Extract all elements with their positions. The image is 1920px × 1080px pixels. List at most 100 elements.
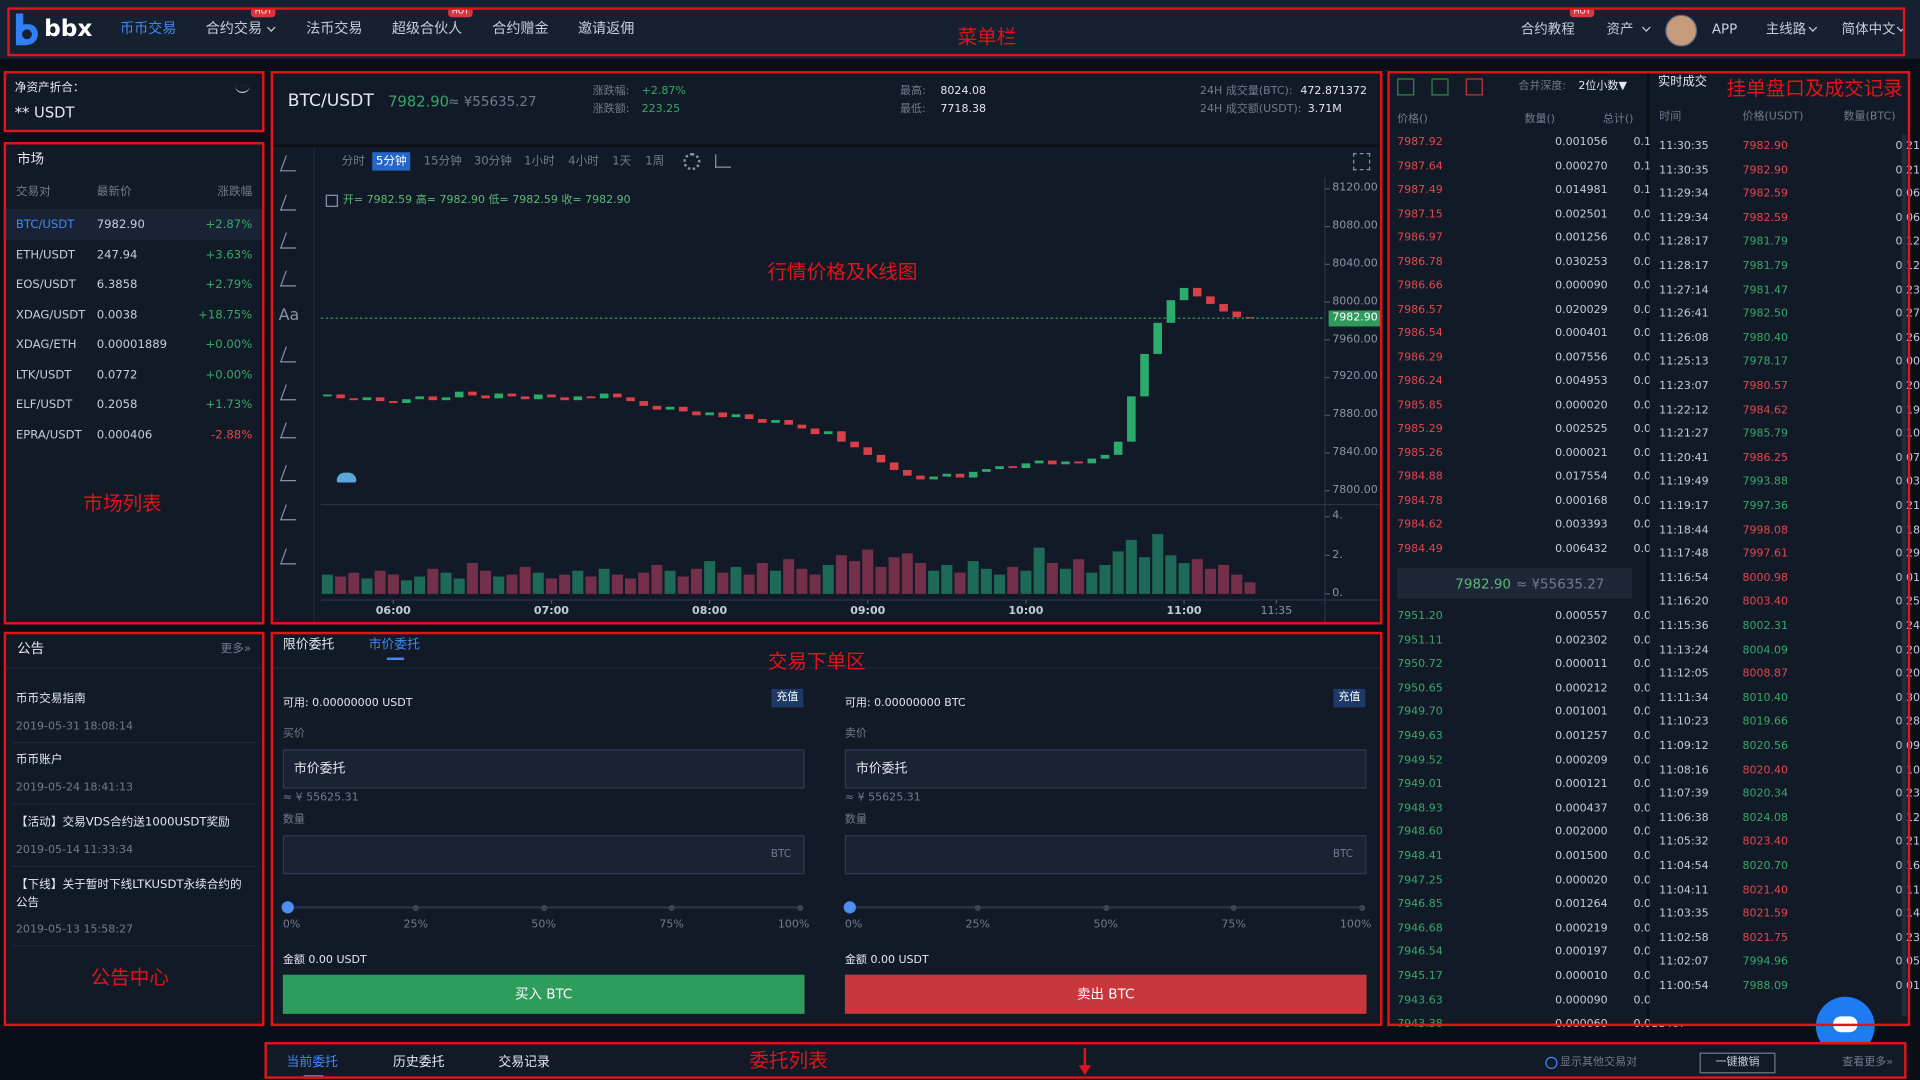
percent-label: 75% [659,919,684,932]
volume-bar [677,576,689,594]
candle-body [903,469,912,476]
deposit-button[interactable]: 充值 [771,688,804,708]
submit-button-text[interactable]: 卖出 BTC [1077,986,1135,1003]
candle-body [323,394,332,397]
candle-body [731,414,741,418]
trade-time: 11:02:58 [1659,932,1709,945]
bottom-tab[interactable]: 历史委托 [393,1055,445,1070]
notice-title[interactable]: 【活动】交易VDS合约送1000USDT奖励 [15,815,230,830]
depth-mode-icon[interactable] [1431,78,1449,96]
depth-mode-icon[interactable] [1465,78,1483,96]
notice-title[interactable]: 币币交易指南 [15,692,86,706]
slider-dot[interactable] [281,901,294,914]
submit-button[interactable] [844,974,1367,1014]
volume-bar [1020,570,1032,594]
notice-title[interactable]: 币币账户 [15,753,63,767]
slider-dot[interactable] [540,904,547,911]
order-tab[interactable]: 市价委托 [368,637,420,653]
x-tick-label: 10:00 [1008,605,1044,618]
nav-right-item[interactable]: 简体中文 [1841,21,1896,38]
x-tick-label: 06:00 [375,605,411,618]
bid-amount: 0.000437 [1555,802,1608,815]
slider-dot[interactable] [1358,904,1365,911]
volume-bar [335,576,347,594]
text: 时间 [1659,110,1682,124]
volume-bar [1007,566,1019,594]
volume-bar [519,566,531,594]
depth-mode-icon[interactable] [1397,78,1415,96]
ask-amount: 0.020029 [1555,304,1608,317]
hot-badge: HOT [251,6,276,18]
interval-tab[interactable]: 分时 [341,154,365,169]
qty-input[interactable] [282,835,805,875]
qty-input[interactable] [844,835,1367,875]
slider-dot[interactable] [843,901,856,914]
chart-panel [270,146,1383,625]
depth-select[interactable]: 2位小数▼ [1578,80,1627,93]
order-tab[interactable]: 限价委托 [282,637,335,653]
candle-body [1206,296,1215,304]
percent-label: 25% [403,919,428,932]
trade-price: 7982.90 [1742,140,1789,153]
ask-amount: 0.002525 [1555,423,1608,436]
bottom-tab[interactable]: 当前委托 [286,1055,338,1070]
market-pair[interactable]: EOS/USDT [15,278,76,292]
market-pair[interactable]: XDAG/ETH [15,338,77,352]
show-others[interactable]: 显示其他交易对 [1560,1056,1638,1069]
text: 金额 0.00 USDT [282,954,367,967]
interval-tab[interactable]: 4小时 [568,154,599,169]
cloud-icon [336,472,357,483]
nav-item[interactable]: 合约赠金 [492,19,549,37]
market-pair[interactable]: ELF/USDT [15,398,73,412]
candle-body [547,394,556,398]
nav-item[interactable]: 邀请返佣 [577,19,635,37]
market-pair[interactable]: ETH/USDT [15,248,76,262]
market-pair[interactable]: EPRA/USDT [15,428,82,442]
bottom-tab[interactable]: 交易记录 [498,1055,550,1070]
volume-bar [835,555,847,594]
slider-dot[interactable] [412,904,419,911]
bid-amount: 0.001500 [1555,850,1608,863]
hot-badge: HOT [448,6,473,18]
slider-dot[interactable] [668,904,675,911]
candle-body [1140,353,1149,397]
interval-tab[interactable]: 1天 [612,154,632,169]
notice-title[interactable]: 【下线】关于暂时下线LTKUSDT永续合约的公告 [15,877,242,910]
price-input[interactable] [844,749,1367,789]
y-tick-label: 8040.00 [1332,257,1378,270]
nav-item[interactable]: 超级合伙人 [391,19,463,37]
nav-item[interactable]: 法币交易 [306,19,363,37]
candle-body [863,447,873,455]
nav-right-item[interactable]: 主线路 [1765,21,1807,38]
nav-item[interactable]: 合约交易 [205,19,263,37]
nav-right-item[interactable]: 合约教程 [1520,21,1575,38]
nav-right-item[interactable]: APP [1711,21,1738,38]
slider-dot[interactable] [1230,904,1237,911]
nav-item[interactable]: 币币交易 [120,19,177,37]
y-tick-label: 7920.00 [1332,370,1378,384]
interval-tab[interactable]: 1周 [645,154,665,169]
slider-dot[interactable] [974,904,981,911]
market-pair[interactable]: BTC/USDT [15,218,75,232]
nav-right-item[interactable]: 资产 [1606,21,1634,38]
deposit-button[interactable]: 充值 [1333,688,1366,708]
divider [313,146,315,625]
volume-bar [822,564,834,594]
more-link[interactable]: 更多» [220,642,252,656]
interval-tab[interactable]: 30分钟 [473,154,512,169]
interval-tab[interactable]: 1小时 [524,154,555,169]
price-input[interactable] [282,749,805,789]
trade-price: 7981.79 [1742,260,1789,273]
market-pair[interactable]: XDAG/USDT [15,308,86,322]
submit-button[interactable] [282,974,805,1014]
cancel-all-button[interactable]: 一键撤销 [1699,1052,1776,1074]
more-link[interactable]: 查看更多» [1842,1056,1894,1069]
interval-tab[interactable]: 5分钟 [372,152,411,172]
trade-time: 11:07:39 [1659,788,1709,801]
trade-price: 7997.61 [1742,548,1789,561]
submit-button-text[interactable]: 买入 BTC [515,986,573,1003]
slider-dot[interactable] [796,904,803,911]
slider-dot[interactable] [1102,904,1109,911]
market-pair[interactable]: LTK/USDT [15,368,72,382]
interval-tab[interactable]: 15分钟 [423,154,462,169]
